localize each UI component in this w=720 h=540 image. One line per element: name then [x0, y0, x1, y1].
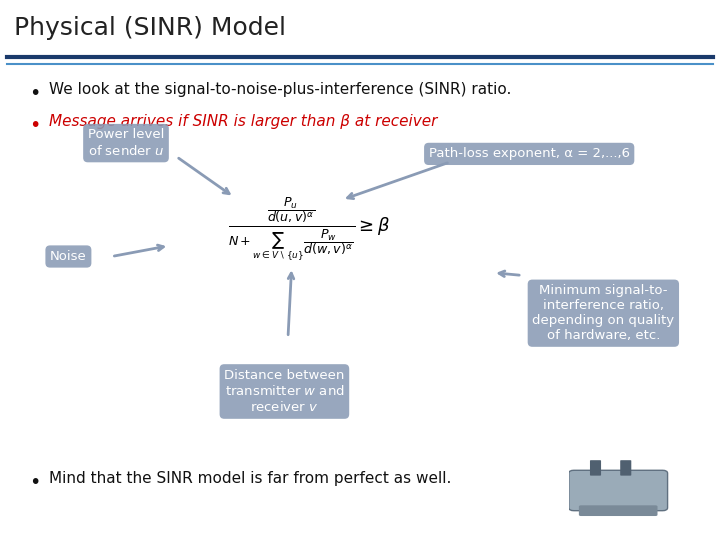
FancyBboxPatch shape — [590, 460, 601, 476]
Text: Power level
of sender $u$: Power level of sender $u$ — [88, 129, 164, 158]
Text: Physical (SINR) Model: Physical (SINR) Model — [14, 16, 287, 40]
FancyBboxPatch shape — [579, 505, 657, 516]
FancyBboxPatch shape — [569, 470, 667, 511]
Text: •: • — [29, 84, 40, 103]
Text: •: • — [29, 116, 40, 135]
Text: Distance between
transmitter $w$ and
receiver $v$: Distance between transmitter $w$ and rec… — [224, 369, 345, 414]
Text: Mind that the SINR model is far from perfect as well.: Mind that the SINR model is far from per… — [49, 471, 451, 486]
FancyBboxPatch shape — [620, 460, 631, 476]
Text: Path-loss exponent, α = 2,...,6: Path-loss exponent, α = 2,...,6 — [428, 147, 630, 160]
Text: Noise: Noise — [50, 250, 87, 263]
Text: Minimum signal-to-
interference ratio,
depending on quality
of hardware, etc.: Minimum signal-to- interference ratio, d… — [532, 284, 675, 342]
Text: We look at the signal-to-noise-plus-interference (SINR) ratio.: We look at the signal-to-noise-plus-inte… — [49, 82, 511, 97]
Text: •: • — [29, 472, 40, 491]
Text: $\frac{\dfrac{P_u}{d(u,v)^\alpha}}{N + \sum_{w \in V \setminus \{u\}} \dfrac{P_w: $\frac{\dfrac{P_u}{d(u,v)^\alpha}}{N + \… — [228, 195, 391, 264]
Text: Message arrives if SINR is larger than β at receiver: Message arrives if SINR is larger than β… — [49, 114, 437, 130]
